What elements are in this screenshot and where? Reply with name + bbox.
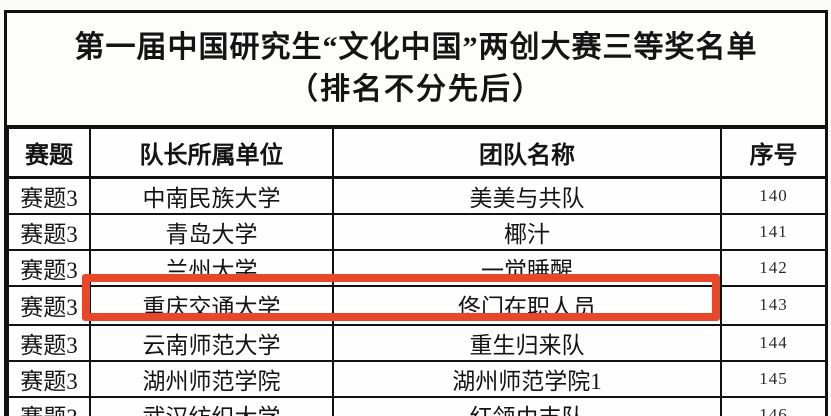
cell-topic: 赛题3 [7,359,91,398]
cell-topic: 赛题3 [7,284,91,326]
cell-no: 143 [720,284,827,326]
table-row: 赛题3 湖州师范学院 湖州师范学院1 145 [7,359,827,398]
cell-topic: 赛题3 [7,248,91,287]
table-row: 赛题3 武汉纺织大学 红领巾支队 146 [7,395,827,416]
header-no: 序号 [720,127,827,179]
table-row: 赛题3 重庆交通大学 佟门在职人员 143 [7,284,827,326]
cell-unit: 中南民族大学 [89,176,334,215]
table-title: 第一届中国研究生“文化中国”两创大赛三等奖名单 （排名不分先后） [7,13,825,127]
cell-topic: 赛题3 [7,395,91,416]
cell-unit: 云南师范大学 [89,323,334,362]
cell-no: 146 [720,395,827,416]
title-line-1: 第一届中国研究生“文化中国”两创大赛三等奖名单 [74,31,758,64]
cell-team: 湖州师范学院1 [332,359,722,398]
cell-team: 椰汁 [332,212,722,251]
cell-unit: 兰州大学 [89,248,334,287]
cell-topic: 赛题3 [7,212,91,251]
cell-unit: 湖州师范学院 [89,359,334,398]
awards-table: 赛题 队长所属单位 团队名称 序号 赛题3 中南民族大学 美美与共队 140 赛… [7,127,827,416]
table-row: 赛题3 中南民族大学 美美与共队 140 [7,176,827,215]
cell-team: 重生归来队 [332,323,722,362]
table-row: 赛题3 云南师范大学 重生归来队 144 [7,323,827,362]
cell-team: 美美与共队 [332,176,722,215]
table-row: 赛题3 青岛大学 椰汁 141 [7,212,827,251]
cell-team: 佟门在职人员 [332,284,722,326]
header-unit: 队长所属单位 [89,127,334,179]
awards-table-container: 第一届中国研究生“文化中国”两创大赛三等奖名单 （排名不分先后） 赛题 队长所属… [4,10,828,416]
cell-topic: 赛题3 [7,176,91,215]
cell-no: 141 [720,212,827,251]
cell-unit: 重庆交通大学 [89,284,334,326]
cell-no: 140 [720,176,827,215]
cell-no: 144 [720,323,827,362]
cell-no: 142 [720,248,827,287]
cell-team: 一觉睡醒 [332,248,722,287]
title-line-2: （排名不分先后） [288,73,544,106]
cell-topic: 赛题3 [7,323,91,362]
header-topic: 赛题 [7,127,91,179]
header-team: 团队名称 [332,127,722,179]
table-body: 赛题3 中南民族大学 美美与共队 140 赛题3 青岛大学 椰汁 141 赛题3… [7,176,827,416]
cell-no: 145 [720,359,827,398]
cell-unit: 青岛大学 [89,212,334,251]
cell-team: 红领巾支队 [332,395,722,416]
table-header-row: 赛题 队长所属单位 团队名称 序号 [7,127,827,179]
table-row: 赛题3 兰州大学 一觉睡醒 142 [7,248,827,287]
cell-unit: 武汉纺织大学 [89,395,334,416]
